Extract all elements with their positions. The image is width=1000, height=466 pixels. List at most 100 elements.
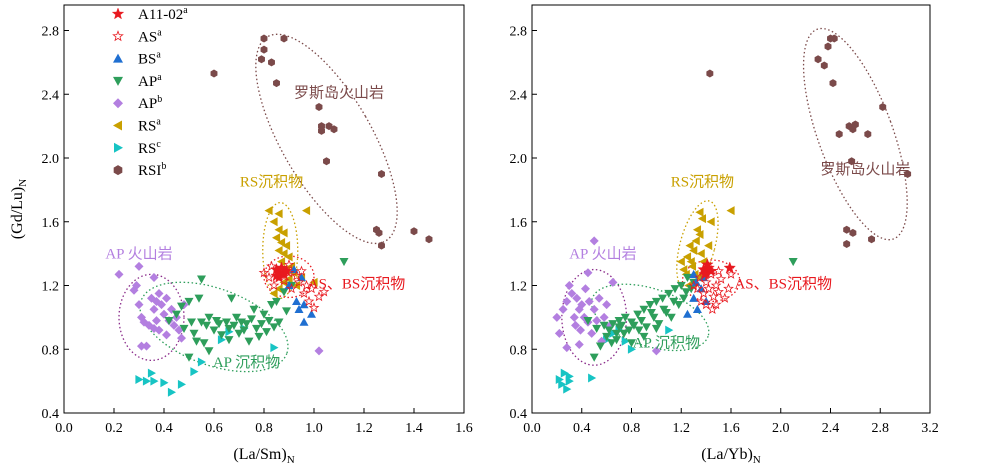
y-tick-label: 1.2 bbox=[510, 280, 528, 295]
point-ap-a bbox=[247, 315, 256, 324]
point-rsi bbox=[260, 34, 268, 43]
point-as bbox=[695, 295, 707, 307]
point-ap-a bbox=[654, 320, 664, 329]
point-rsi bbox=[848, 157, 856, 166]
point-rsi bbox=[210, 69, 218, 78]
point-ap-b bbox=[134, 300, 144, 310]
point-as bbox=[283, 259, 295, 270]
point-rs-c bbox=[563, 384, 572, 394]
point-ap-a bbox=[651, 297, 661, 306]
legend-marker-ap-a bbox=[113, 76, 123, 86]
point-ap-a bbox=[279, 288, 289, 297]
point-bs bbox=[307, 309, 316, 318]
point-rsi bbox=[280, 34, 288, 43]
point-rsi bbox=[851, 120, 859, 129]
point-ap-b bbox=[314, 346, 324, 356]
point-ap-a bbox=[669, 297, 679, 306]
point-a11-02 bbox=[270, 269, 283, 282]
point-rs-c bbox=[167, 387, 176, 397]
group-ellipse bbox=[681, 259, 741, 303]
right-panel: 0.0 0.4 0.8 1.2 1.6 2.0 2.4 2.8 3.20.40.81.21.62… bbox=[510, 4, 939, 466]
point-rsi bbox=[843, 225, 851, 234]
point-ap-a bbox=[624, 326, 634, 335]
point-ap-b bbox=[154, 288, 164, 298]
point-ap-a bbox=[214, 320, 224, 329]
point-ap-a bbox=[249, 305, 259, 314]
point-rs-c bbox=[197, 357, 206, 367]
point-ap-b bbox=[576, 325, 586, 335]
x-tick-label: 1.6 bbox=[455, 421, 473, 436]
point-ap-a bbox=[646, 308, 656, 318]
point-ap-b bbox=[569, 312, 579, 322]
point-ap-b bbox=[177, 333, 186, 343]
point-rs-a bbox=[695, 207, 704, 217]
x-axis-label: (La/Sm)N bbox=[233, 446, 294, 466]
point-rsi bbox=[425, 235, 433, 244]
point-rs-c bbox=[565, 376, 574, 386]
point-ap-a bbox=[788, 257, 798, 267]
point-ap-a bbox=[254, 332, 264, 341]
point-ap-b bbox=[554, 328, 564, 338]
point-ap-a bbox=[274, 318, 284, 327]
point-ap-a bbox=[339, 257, 349, 267]
x-tick-label: 0.4 bbox=[573, 421, 591, 436]
point-rs-a bbox=[277, 257, 286, 267]
point-ap-b bbox=[134, 261, 144, 271]
point-ap-a bbox=[272, 297, 281, 306]
x-tick-label: 2.8 bbox=[872, 421, 890, 436]
point-ap-a bbox=[659, 305, 669, 314]
legend: A11-02a ASa BSa APa APb RSa RSc RSIb bbox=[111, 5, 188, 179]
point-ap-b bbox=[574, 339, 584, 349]
point-bs bbox=[299, 300, 309, 309]
legend-label: RSc bbox=[138, 139, 161, 157]
point-rsi bbox=[814, 55, 822, 64]
point-rs-a bbox=[309, 277, 318, 287]
point-ap-a bbox=[259, 310, 269, 319]
point-rs-a bbox=[685, 241, 694, 251]
point-as bbox=[301, 279, 312, 291]
point-ap-a bbox=[229, 321, 239, 330]
point-a11-02 bbox=[723, 261, 737, 274]
point-rs-c bbox=[160, 378, 169, 388]
point-ap-a bbox=[199, 339, 209, 348]
point-rsi bbox=[268, 58, 275, 67]
point-a11-02 bbox=[698, 267, 712, 280]
point-ap-a bbox=[679, 294, 689, 303]
point-rsi bbox=[273, 79, 280, 88]
point-ap-a bbox=[595, 342, 605, 351]
point-ap-b bbox=[149, 324, 159, 334]
point-ap-a bbox=[189, 329, 199, 338]
point-a11-02 bbox=[701, 258, 714, 271]
point-ap-a bbox=[242, 320, 251, 329]
point-rs-c bbox=[270, 343, 279, 353]
point-ap-a bbox=[282, 307, 291, 316]
group-ellipse bbox=[590, 283, 710, 352]
point-ap-a bbox=[583, 316, 593, 326]
point-bs bbox=[682, 309, 692, 318]
x-tick-label: 0.2 bbox=[105, 421, 123, 436]
point-rs-a bbox=[274, 284, 283, 294]
y-tick-label: 2.0 bbox=[510, 152, 528, 167]
legend-marker-rsi bbox=[113, 165, 123, 176]
point-as bbox=[715, 273, 727, 284]
legend-marker-bs bbox=[113, 53, 123, 63]
x-tick-label: 2.4 bbox=[822, 421, 840, 436]
point-rs-a bbox=[269, 217, 278, 227]
point-rs-a bbox=[692, 225, 702, 235]
point-rsi bbox=[378, 169, 385, 178]
point-rsi bbox=[829, 79, 837, 88]
group-annotation: AP 火山岩 bbox=[105, 245, 172, 262]
point-ap-a bbox=[670, 285, 680, 294]
point-as bbox=[296, 265, 307, 276]
group-ellipse bbox=[118, 273, 185, 362]
group-annotation: RS沉积物 bbox=[240, 174, 303, 191]
point-rs-a bbox=[676, 257, 685, 267]
x-tick-label: 3.2 bbox=[921, 421, 939, 436]
point-ap-b bbox=[571, 320, 581, 330]
point-rs-a bbox=[279, 249, 288, 259]
point-rs-a bbox=[272, 233, 281, 243]
point-as bbox=[713, 265, 724, 276]
point-rs-a bbox=[274, 225, 283, 235]
point-ap-a bbox=[194, 294, 204, 303]
